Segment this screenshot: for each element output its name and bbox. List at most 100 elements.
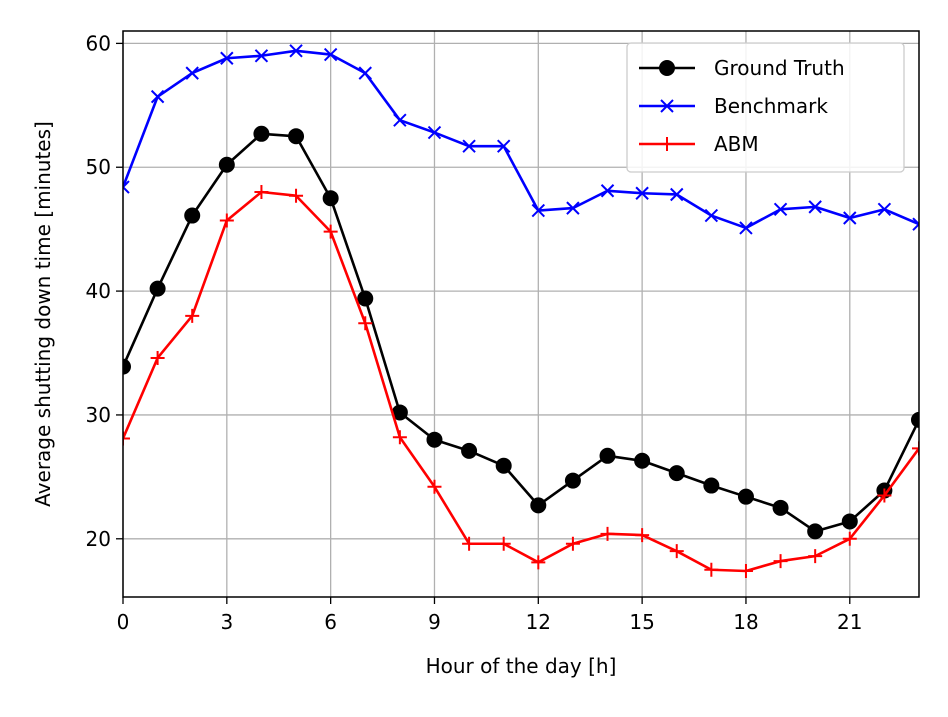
data-point: [393, 113, 407, 127]
x-tick-label: 3: [220, 610, 233, 634]
legend-marker: [660, 99, 674, 113]
series-layer: [123, 44, 919, 578]
y-axis-label: Average shutting down time [minutes]: [31, 121, 55, 507]
data-point: [323, 224, 338, 239]
legend-label: Benchmark: [714, 94, 828, 118]
data-point: [911, 411, 919, 428]
legend-marker: [659, 60, 675, 76]
data-point: [773, 202, 788, 217]
data-point: [772, 499, 789, 516]
data-point: [289, 188, 304, 203]
y-tick-label: 20: [86, 527, 111, 551]
data-point: [358, 66, 372, 80]
data-point: [841, 513, 858, 530]
x-tick-label: 21: [837, 610, 862, 634]
legend: Ground Truth Benchmark ABM: [626, 42, 905, 173]
y-tick-label: 30: [86, 403, 111, 427]
data-point: [807, 523, 824, 540]
data-point: [843, 211, 857, 225]
data-point: [773, 554, 788, 569]
data-point: [739, 221, 753, 235]
data-point: [531, 203, 546, 218]
legend-label: Ground Truth: [714, 56, 845, 80]
data-point: [634, 452, 651, 469]
data-point: [912, 217, 919, 231]
data-point: [600, 184, 615, 198]
data-point: [565, 536, 580, 551]
data-point: [669, 544, 684, 559]
data-point: [123, 358, 131, 375]
x-tick-label: 15: [629, 610, 654, 634]
data-point: [704, 208, 719, 223]
series-abm: [123, 185, 919, 578]
data-point: [357, 290, 374, 307]
data-point: [600, 526, 615, 541]
data-point: [123, 431, 130, 446]
data-point: [149, 280, 166, 297]
data-point: [392, 430, 407, 445]
data-point: [496, 536, 511, 551]
data-point: [668, 465, 685, 482]
data-point: [738, 563, 753, 578]
data-point: [564, 472, 581, 489]
data-point: [670, 187, 684, 202]
ticks: 0 3 6 9 12 15 18 21 20 30 40 50 60: [86, 31, 863, 634]
legend-entry: ABM: [639, 132, 759, 156]
legend-label: ABM: [714, 132, 759, 156]
data-point: [808, 200, 822, 214]
data-point: [877, 202, 892, 217]
data-point: [358, 316, 373, 331]
data-point: [462, 139, 476, 153]
data-point: [322, 190, 339, 207]
data-point: [566, 201, 580, 215]
data-point: [289, 44, 303, 58]
data-point: [461, 442, 478, 459]
data-point: [704, 562, 719, 577]
data-point: [427, 125, 442, 140]
data-point: [185, 66, 199, 80]
data-point: [218, 156, 235, 173]
data-point: [737, 488, 754, 505]
data-point: [635, 186, 649, 200]
data-point: [253, 125, 270, 142]
data-point: [150, 89, 165, 104]
data-point: [323, 47, 338, 62]
data-point: [877, 488, 892, 503]
y-tick-label: 60: [86, 31, 111, 55]
data-point: [462, 536, 477, 551]
x-tick-label: 12: [526, 610, 551, 634]
data-point: [427, 479, 442, 494]
x-axis-label: Hour of the day [h]: [426, 654, 617, 678]
series-line: [123, 132, 919, 533]
data-point: [530, 497, 547, 514]
data-point: [808, 549, 823, 564]
series-line: [123, 49, 919, 230]
data-point: [220, 51, 234, 65]
legend-marker: [660, 137, 674, 151]
data-point: [123, 180, 130, 194]
data-point: [912, 441, 919, 456]
series-line: [123, 190, 919, 573]
data-point: [495, 457, 512, 474]
series-benchmark: [123, 44, 919, 235]
data-point: [185, 308, 200, 323]
legend-entry: Ground Truth: [639, 56, 845, 80]
data-point: [635, 528, 650, 543]
data-point: [842, 531, 857, 546]
data-point: [531, 555, 546, 570]
legend-box: [626, 42, 905, 173]
x-tick-label: 18: [733, 610, 758, 634]
data-point: [184, 207, 201, 224]
legend-entry: Benchmark: [639, 94, 828, 118]
series-ground-truth: [123, 125, 919, 540]
data-point: [219, 213, 234, 228]
data-point: [496, 139, 511, 153]
data-point: [150, 350, 165, 365]
data-point: [254, 185, 269, 200]
plot-frame: [122, 30, 920, 598]
x-tick-label: 0: [117, 610, 130, 634]
x-tick-label: 9: [428, 610, 441, 634]
data-point: [599, 447, 616, 464]
